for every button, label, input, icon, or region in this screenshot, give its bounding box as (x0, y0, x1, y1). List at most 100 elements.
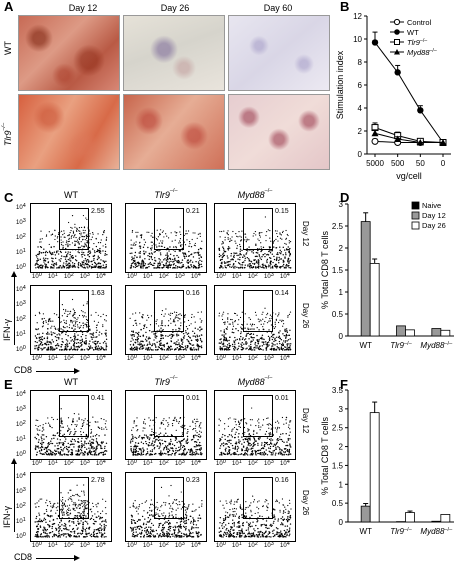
flow-day-label: Day 26 (301, 303, 310, 329)
bar-y-tick-label: 1 (339, 288, 344, 297)
flow-x-tick: 103 (264, 272, 274, 280)
panel-d-bar-chart: 0 0.5 1 1.5 2 2.5 3 % Total CD8 T cells WT Tlr9–/… (320, 200, 454, 350)
bar (360, 505, 371, 523)
flow-column-head: WT (64, 190, 78, 200)
flow-x-tick: 102 (64, 272, 74, 280)
bar-y-tick-label: 3 (339, 200, 344, 209)
flow-gate (243, 208, 273, 250)
panel-b-label: B (340, 0, 350, 14)
flow-gate-percent: 0.41 (91, 395, 105, 402)
b-y-tick-label: 10 (353, 35, 362, 44)
bar-category-label: Myd88–/– (420, 527, 453, 536)
histology-tlr9-day12 (18, 94, 120, 170)
flow-x-tick: 100 (216, 354, 226, 362)
bar (369, 263, 380, 337)
flow-x-tick: 102 (248, 541, 258, 549)
panel-c-label: C (4, 190, 14, 205)
flow-y-tick: 100 (16, 532, 26, 540)
flow-plot: 0.16 (125, 285, 207, 355)
flow-x-tick: 104 (96, 541, 106, 549)
bar (440, 514, 451, 523)
flow-column-head: Tlr9–/– (154, 375, 178, 387)
flow-plot: 0.01 (125, 390, 207, 460)
flow-x-tick: 102 (159, 354, 169, 362)
flow-y-tick: 103 (16, 405, 26, 413)
b-y-tick-label: 0 (358, 150, 363, 159)
bar-legend-swatch (411, 201, 420, 210)
flow-dots (218, 495, 292, 538)
bar-y-tick-label: 1 (339, 480, 344, 489)
flow-gate-percent: 0.14 (275, 290, 289, 297)
flow-x-tick: 100 (32, 272, 42, 280)
flow-y-tick: 103 (16, 300, 26, 308)
bar-y-tick-label: 2.5 (332, 222, 344, 231)
bar-y-tick-label: 0 (339, 332, 344, 341)
b-legend-marker (394, 39, 400, 45)
bar-y-tick-label: 1.5 (332, 266, 344, 275)
bar-legend-label: Naive (422, 201, 441, 210)
flow-column-head: Myd88–/– (237, 188, 273, 200)
flow-x-axis-label: CD8 (14, 365, 33, 375)
panel-f-label: F (340, 377, 348, 392)
flow-x-tick: 101 (232, 541, 242, 549)
flow-x-tick: 100 (216, 541, 226, 549)
flow-plot: 0.23 (125, 472, 207, 542)
flow-gate-percent: 0.15 (275, 208, 289, 215)
flow-dots (34, 484, 107, 538)
flow-y-arrow (14, 275, 15, 345)
flow-x-tick: 103 (80, 541, 90, 549)
flow-dots (129, 226, 203, 269)
flow-plot: 0.41 (30, 390, 112, 460)
flow-column-head: Myd88–/– (237, 375, 273, 387)
flow-x-tick: 104 (280, 272, 290, 280)
b-y-tick-label: 8 (358, 58, 363, 67)
flow-y-tick: 101 (16, 330, 26, 338)
flow-gate (154, 290, 184, 332)
b-point (394, 69, 401, 76)
flow-column-head: Tlr9–/– (154, 188, 178, 200)
flow-x-tick: 101 (143, 459, 153, 467)
flow-dots (218, 307, 292, 351)
flow-x-arrowhead (74, 368, 80, 374)
flow-x-tick: 102 (64, 354, 74, 362)
histology-wt-day12 (18, 15, 120, 91)
bar (396, 325, 406, 337)
b-y-tick-label: 12 (353, 12, 362, 21)
flow-plot: 1.63 (30, 285, 112, 355)
flow-gate (154, 395, 184, 437)
flow-y-arrowhead (11, 271, 17, 277)
flow-x-tick: 102 (159, 541, 169, 549)
flow-gate-percent: 0.21 (186, 208, 200, 215)
b-x-tick-label: 0 (441, 159, 446, 168)
bar-y-tick-label: 3 (339, 405, 344, 414)
panel-a-row-tlr9: Tlr9–/– (1, 122, 13, 146)
bar-y-tick-label: 2 (339, 443, 344, 452)
bar-y-tick-label: 0.5 (332, 310, 344, 319)
flow-x-tick: 100 (32, 541, 42, 549)
b-point (439, 139, 447, 146)
flow-x-tick: 103 (175, 459, 185, 467)
b-x-tick-label: 50 (416, 159, 425, 168)
flow-gate (154, 477, 184, 519)
flow-gate-percent: 0.01 (275, 395, 289, 402)
flow-dots (34, 298, 108, 351)
flow-x-tick: 100 (127, 459, 137, 467)
flow-day-label: Day 12 (301, 221, 310, 247)
b-point (416, 139, 424, 146)
bar (431, 520, 442, 523)
panel-e-label: E (4, 377, 13, 392)
b-point (417, 107, 424, 114)
bar-y-tick-label: 0 (339, 518, 344, 527)
flow-dots (218, 216, 292, 269)
flow-x-tick: 100 (32, 459, 42, 467)
flow-dots (129, 484, 203, 538)
bar-y-tick-label: 0.5 (332, 499, 344, 508)
flow-y-axis-label: IFN-γ (2, 319, 12, 341)
flow-plot: 0.14 (214, 285, 296, 355)
flow-x-tick: 104 (280, 541, 290, 549)
flow-x-axis-label: CD8 (14, 552, 33, 562)
flow-gate (243, 290, 273, 332)
flow-plot: 0.16 (214, 472, 296, 542)
flow-x-tick: 102 (64, 541, 74, 549)
